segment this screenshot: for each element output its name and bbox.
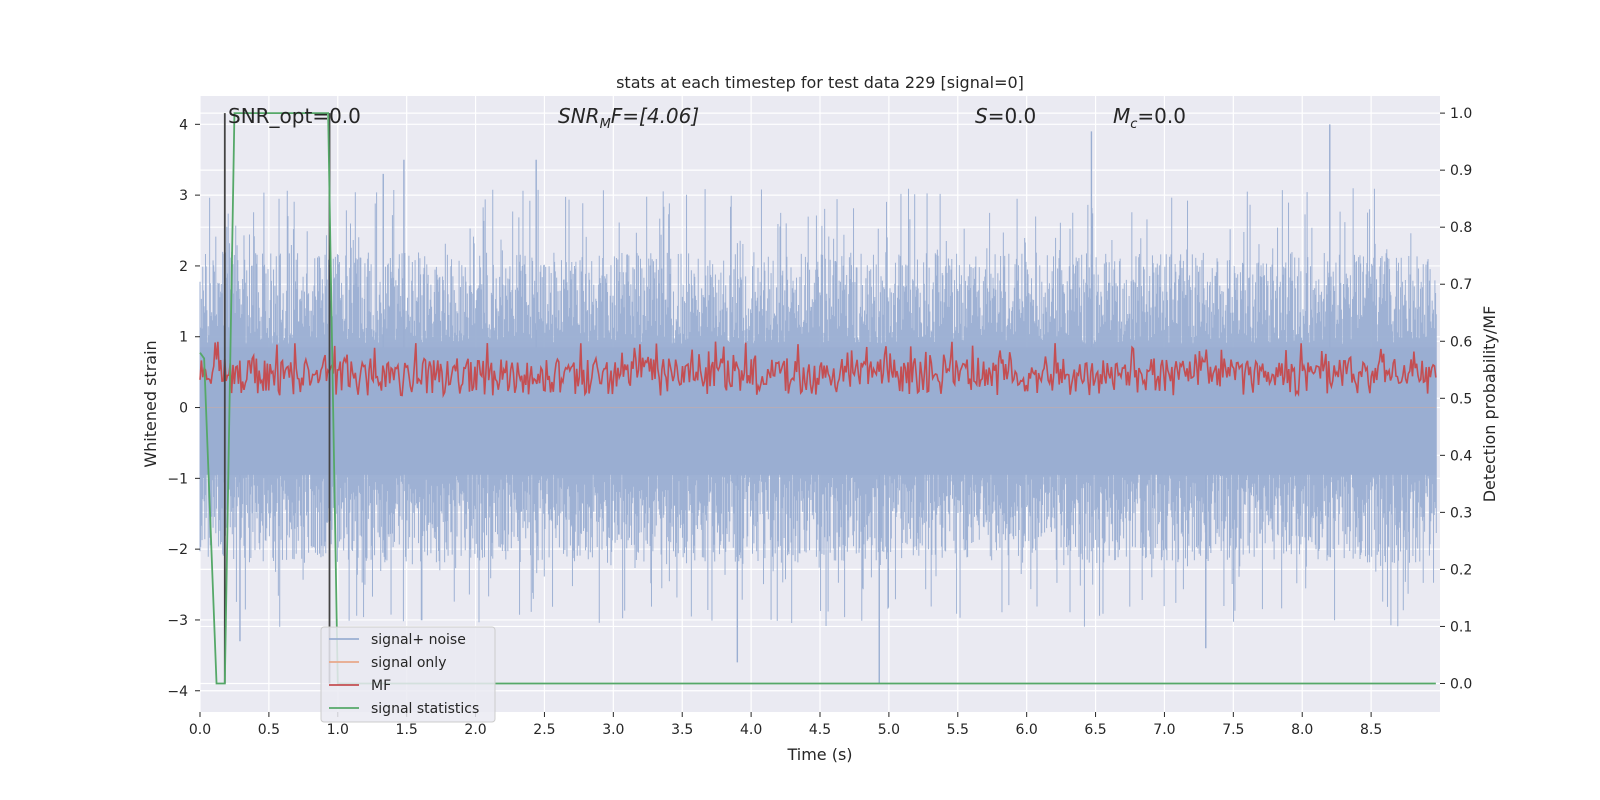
x-tick-label: 1.0: [327, 722, 349, 738]
y-left-tick-label: −1: [167, 471, 188, 487]
x-tick-label: 2.0: [464, 722, 486, 738]
y-left-tick-label: 4: [179, 117, 188, 133]
annotation-snr-opt: SNR_opt=0.0: [228, 104, 361, 128]
legend-label-signal-only: signal only: [371, 655, 446, 671]
annotation-mc-main: M: [1113, 104, 1130, 128]
y-left-tick-label: 0: [179, 401, 188, 417]
y-right-tick-label: 0.1: [1450, 619, 1472, 635]
x-tick-label: 8.0: [1291, 722, 1313, 738]
x-tick-label: 7.5: [1222, 722, 1244, 738]
y-left-tick-label: 3: [179, 188, 188, 204]
x-tick-label: 2.5: [533, 722, 555, 738]
annotation-snr-mf-rest-f: F=[4.06]: [611, 104, 699, 128]
x-tick-label: 6.5: [1084, 722, 1106, 738]
y-left-tick-label: 2: [179, 259, 188, 275]
y-left-tick-label: −3: [167, 613, 188, 629]
y-right-tick-label: 0.9: [1450, 163, 1472, 179]
x-axis-ticks: 0.0 0.5 1.0 1.5 2.0 2.5 3.0 3.5 4.0 4.5 5.0 5.5 6.0 6…: [189, 712, 1382, 738]
x-tick-label: 8.5: [1360, 722, 1382, 738]
annotation-snr-mf: SNRMF=[4.06]: [558, 104, 699, 132]
legend-box: [320, 626, 496, 723]
legend: signal+ noise signal only MF signal stat…: [320, 626, 496, 723]
y-axis-left-ticks: −4 −3 −2 −1 0 1 2 3 4: [167, 117, 200, 700]
x-tick-label: 6.0: [1016, 722, 1038, 738]
legend-label-mf: MF: [371, 678, 391, 694]
annotation-s-main: S: [975, 104, 988, 128]
y-right-tick-label: 0.3: [1450, 505, 1472, 521]
x-tick-label: 3.0: [602, 722, 624, 738]
x-tick-label: 7.0: [1153, 722, 1175, 738]
legend-label-signal-statistics: signal statistics: [371, 701, 479, 717]
y-right-tick-label: 0.6: [1450, 334, 1472, 350]
signal-statistics-trace: [199, 112, 1436, 685]
y-right-tick-label: 0.8: [1450, 220, 1472, 236]
x-axis-label: Time (s): [786, 745, 852, 764]
x-tick-label: 5.0: [878, 722, 900, 738]
legend-label-signal-noise: signal+ noise: [371, 632, 466, 648]
y-right-tick-label: 1.0: [1450, 106, 1472, 122]
y-axis-left-label: Whitened strain: [141, 340, 160, 467]
annotation-snr-mf-main: SNR: [558, 104, 600, 128]
annotation-s-rest: =0.0: [988, 104, 1037, 128]
x-tick-label: 0.0: [189, 722, 211, 738]
x-tick-label: 1.5: [396, 722, 418, 738]
annotation-mc: Mc=0.0: [1113, 104, 1186, 132]
y-left-tick-label: −4: [167, 684, 188, 700]
mf-trace: [199, 341, 1437, 399]
signal-statistics-series: [199, 112, 1436, 685]
y-right-tick-label: 0.4: [1450, 448, 1472, 464]
annotation-mc-sub: c: [1130, 117, 1137, 132]
y-axis-right-ticks: 0.0 0.1 0.2 0.3 0.4 0.5 0.6 0.7 0.8 0.9 1.0: [1440, 106, 1472, 692]
y-axis-right-label: Detection probability/MF: [1480, 306, 1499, 503]
x-tick-label: 5.5: [947, 722, 969, 738]
x-tick-label: 0.5: [258, 722, 280, 738]
chart-title: stats at each timestep for test data 229…: [616, 73, 1024, 92]
annotation-snr-mf-sub: M: [600, 117, 611, 132]
y-right-tick-label: 0.0: [1450, 676, 1472, 692]
y-right-tick-label: 0.7: [1450, 277, 1472, 293]
y-left-tick-label: 1: [179, 330, 188, 346]
y-right-tick-label: 0.5: [1450, 391, 1472, 407]
annotation-mc-rest: =0.0: [1137, 104, 1186, 128]
signal-noise-core: [200, 347, 1437, 475]
annotation-s: S=0.0: [975, 104, 1036, 128]
x-tick-label: 4.0: [740, 722, 762, 738]
x-tick-label: 4.5: [809, 722, 831, 738]
y-right-tick-label: 0.2: [1450, 562, 1472, 578]
x-tick-label: 3.5: [671, 722, 693, 738]
y-left-tick-label: −2: [167, 542, 188, 558]
mf-series: [199, 341, 1437, 399]
